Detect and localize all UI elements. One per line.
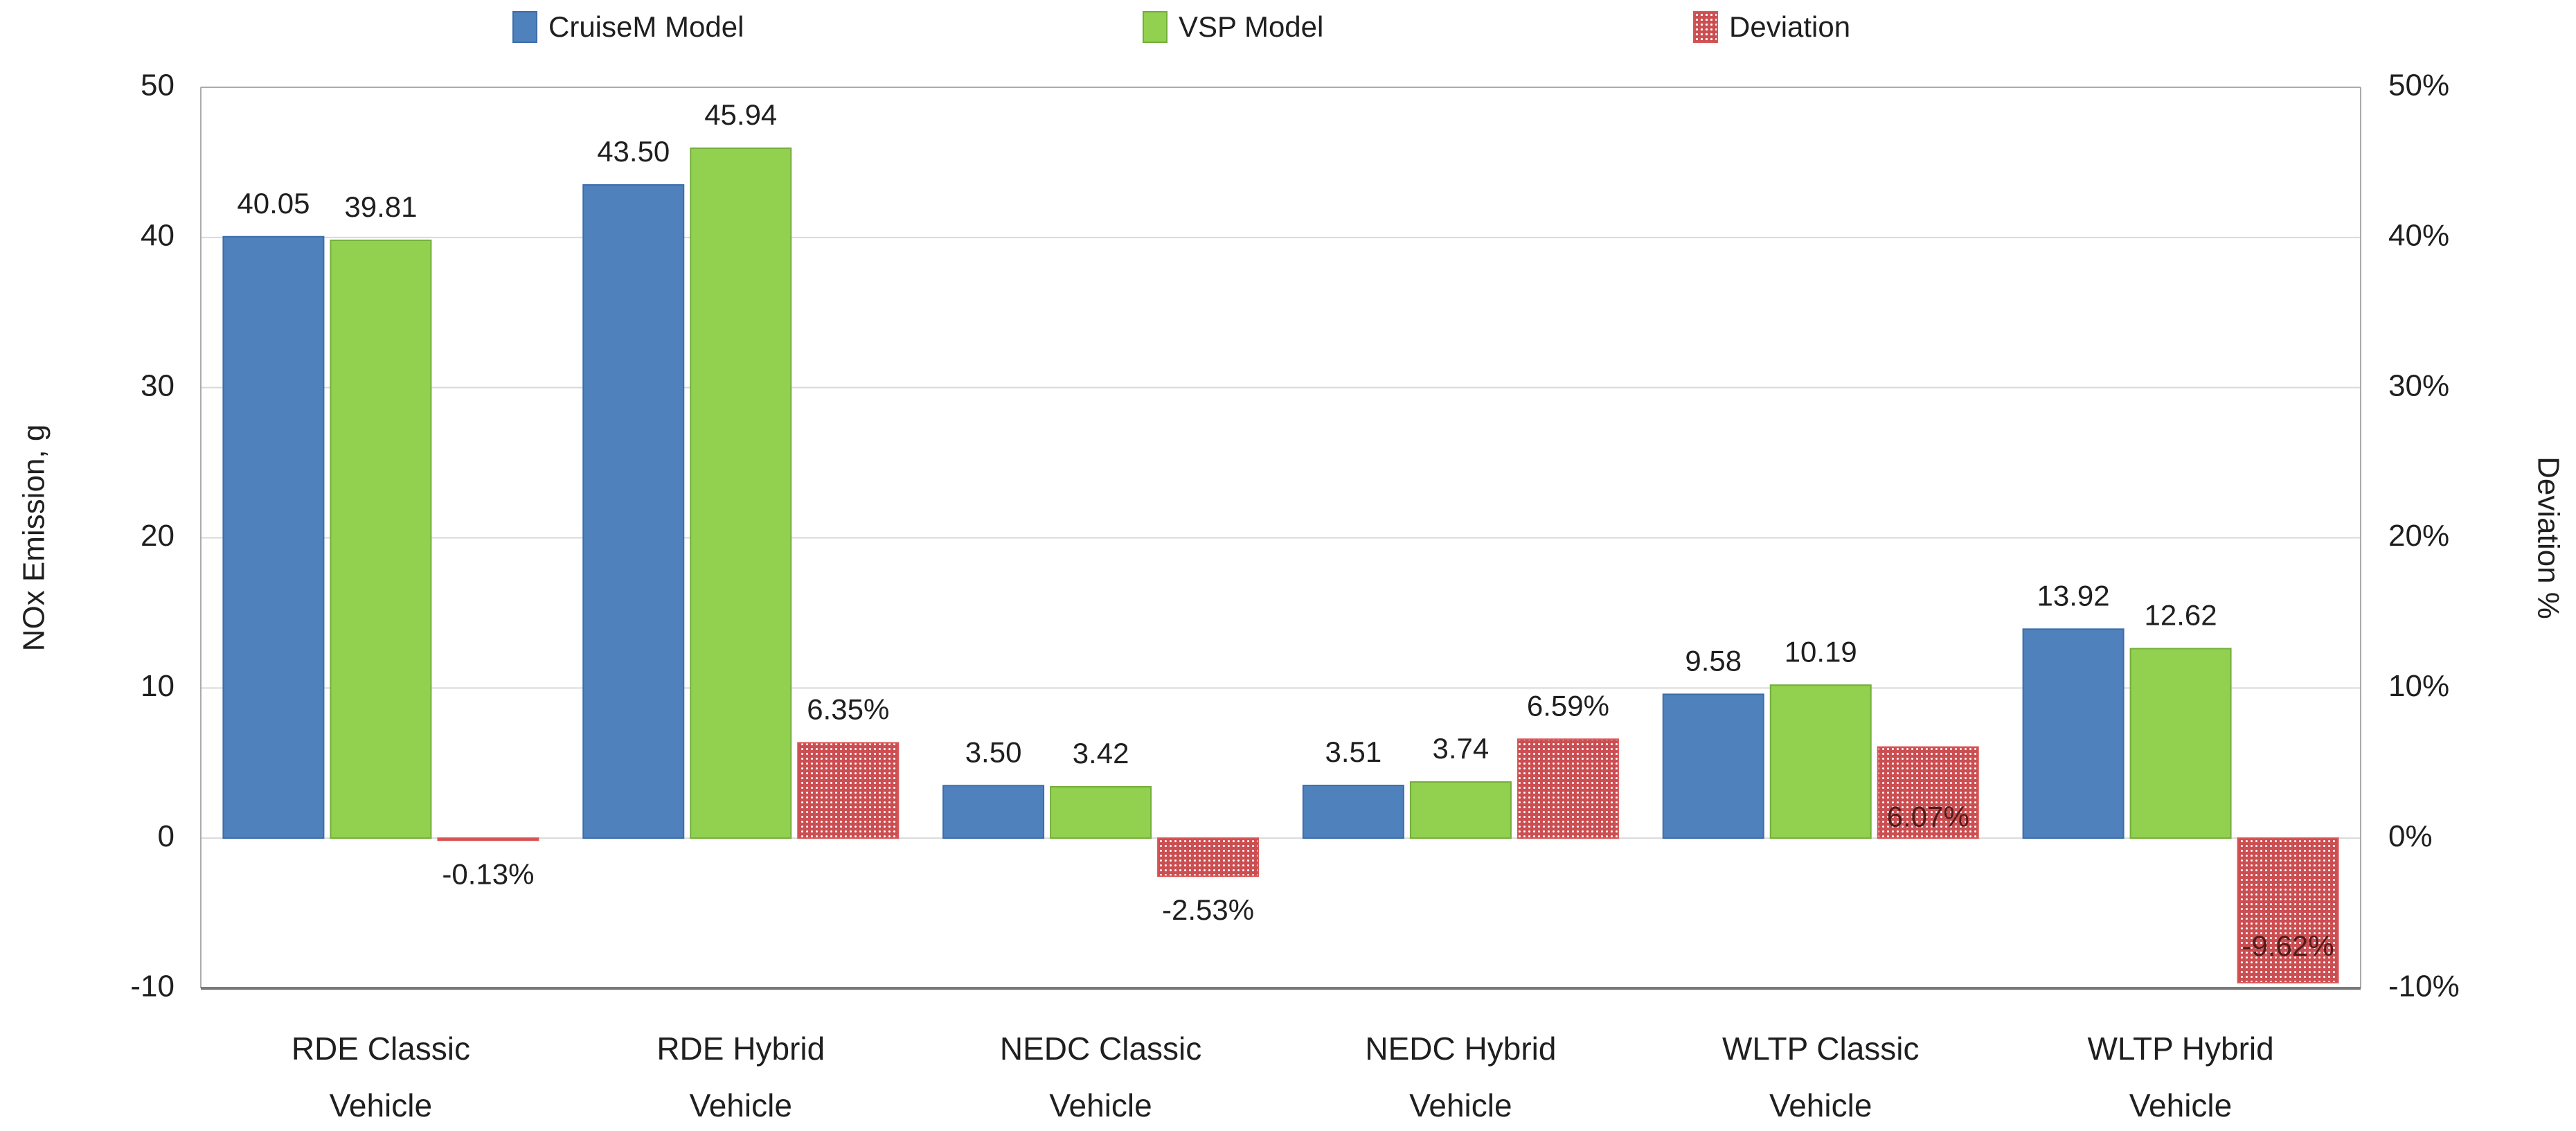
legend-label-deviation: Deviation	[1729, 10, 1851, 43]
category-label-1-line-1: Vehicle	[690, 1087, 792, 1123]
bar-deviation-0	[437, 837, 539, 841]
data-label-cruisem-model-3: 3.51	[1325, 736, 1382, 768]
tick-left-6: -10	[130, 970, 175, 1004]
data-label-cruisem-model-4: 9.58	[1685, 645, 1742, 677]
data-label-vsp-model-3: 3.74	[1433, 732, 1490, 765]
category-label-2-line-1: Vehicle	[1049, 1087, 1152, 1123]
bar-deviation-4	[1877, 746, 1979, 839]
category-label-0-line-0: RDE Classic	[292, 1031, 470, 1067]
category-label-2-line-0: NEDC Classic	[1000, 1031, 1201, 1067]
data-label-deviation-5: -9.62%	[2242, 929, 2334, 962]
bar-deviation-3	[1517, 738, 1619, 839]
data-label-cruisem-model-1: 43.50	[597, 135, 670, 168]
left-axis-title: NOx Emission, g	[17, 425, 51, 652]
tick-right-1: 40%	[2388, 218, 2449, 252]
legend-swatch-cruisem-model	[512, 11, 537, 43]
tick-left-2: 30	[141, 368, 175, 402]
legend-item-deviation: Deviation	[1693, 11, 1850, 43]
category-label-4-line-0: WLTP Classic	[1722, 1031, 1920, 1067]
tick-right-4: 10%	[2388, 669, 2449, 703]
tick-left-5: 0	[158, 819, 175, 853]
tick-right-2: 30%	[2388, 368, 2449, 402]
bar-cruisem-model-2	[942, 785, 1045, 839]
category-label-3-line-0: NEDC Hybrid	[1365, 1031, 1556, 1067]
bar-vsp-model-0	[330, 239, 432, 839]
bar-cruisem-model-3	[1302, 785, 1404, 839]
category-label-4-line-1: Vehicle	[1769, 1087, 1872, 1123]
tick-right-6: -10%	[2388, 970, 2460, 1004]
data-label-vsp-model-5: 12.62	[2145, 599, 2217, 632]
bar-vsp-model-2	[1050, 786, 1152, 839]
chart-legend: CruiseM Model VSP Model Deviation	[0, 0, 2576, 62]
bar-deviation-1	[797, 742, 900, 839]
data-label-deviation-2: -2.53%	[1162, 893, 1254, 926]
legend-swatch-deviation	[1693, 11, 1718, 43]
category-label-1-line-0: RDE Hybrid	[656, 1031, 825, 1067]
tick-left-1: 40	[141, 218, 175, 252]
tick-left-0: 50	[141, 69, 175, 103]
category-label-0-line-1: Vehicle	[330, 1087, 432, 1123]
data-label-cruisem-model-0: 40.05	[237, 187, 310, 220]
data-label-cruisem-model-5: 13.92	[2037, 579, 2110, 612]
data-label-deviation-4: 6.07%	[1887, 800, 1969, 832]
bar-cruisem-model-4	[1662, 693, 1764, 839]
bar-cruisem-model-1	[582, 184, 685, 839]
bar-deviation-5	[2237, 837, 2339, 983]
category-label-3-line-1: Vehicle	[1409, 1087, 1512, 1123]
data-label-vsp-model-4: 10.19	[1785, 635, 1857, 668]
category-label-5-line-1: Vehicle	[2129, 1087, 2232, 1123]
tick-left-3: 20	[141, 519, 175, 553]
bar-vsp-model-5	[2129, 648, 2232, 839]
data-label-vsp-model-2: 3.42	[1073, 737, 1129, 769]
legend-label-cruisem-model: CruiseM Model	[548, 10, 744, 43]
data-label-deviation-3: 6.59%	[1527, 689, 1609, 722]
category-label-5-line-0: WLTP Hybrid	[2087, 1031, 2273, 1067]
legend-label-vsp-model: VSP Model	[1179, 10, 1324, 43]
data-label-cruisem-model-2: 3.50	[965, 736, 1022, 768]
tick-right-3: 20%	[2388, 519, 2449, 553]
tick-right-5: 0%	[2388, 819, 2433, 853]
bar-deviation-2	[1157, 837, 1260, 878]
data-label-vsp-model-1: 45.94	[704, 98, 777, 131]
tick-left-4: 10	[141, 669, 175, 703]
data-label-vsp-model-0: 39.81	[344, 190, 417, 223]
bar-vsp-model-3	[1409, 781, 1512, 839]
right-axis-title: Deviation %	[2531, 456, 2565, 619]
bar-cruisem-model-5	[2022, 628, 2125, 839]
legend-item-vsp-model: VSP Model	[1143, 11, 1323, 43]
legend-item-cruisem-model: CruiseM Model	[512, 11, 744, 43]
data-label-deviation-1: 6.35%	[807, 693, 889, 726]
data-label-deviation-0: -0.13%	[442, 857, 534, 890]
bar-vsp-model-1	[690, 148, 792, 839]
tick-right-0: 50%	[2388, 69, 2449, 103]
bar-cruisem-model-0	[222, 235, 325, 839]
legend-swatch-vsp-model	[1143, 11, 1168, 43]
bar-vsp-model-4	[1769, 684, 1872, 839]
